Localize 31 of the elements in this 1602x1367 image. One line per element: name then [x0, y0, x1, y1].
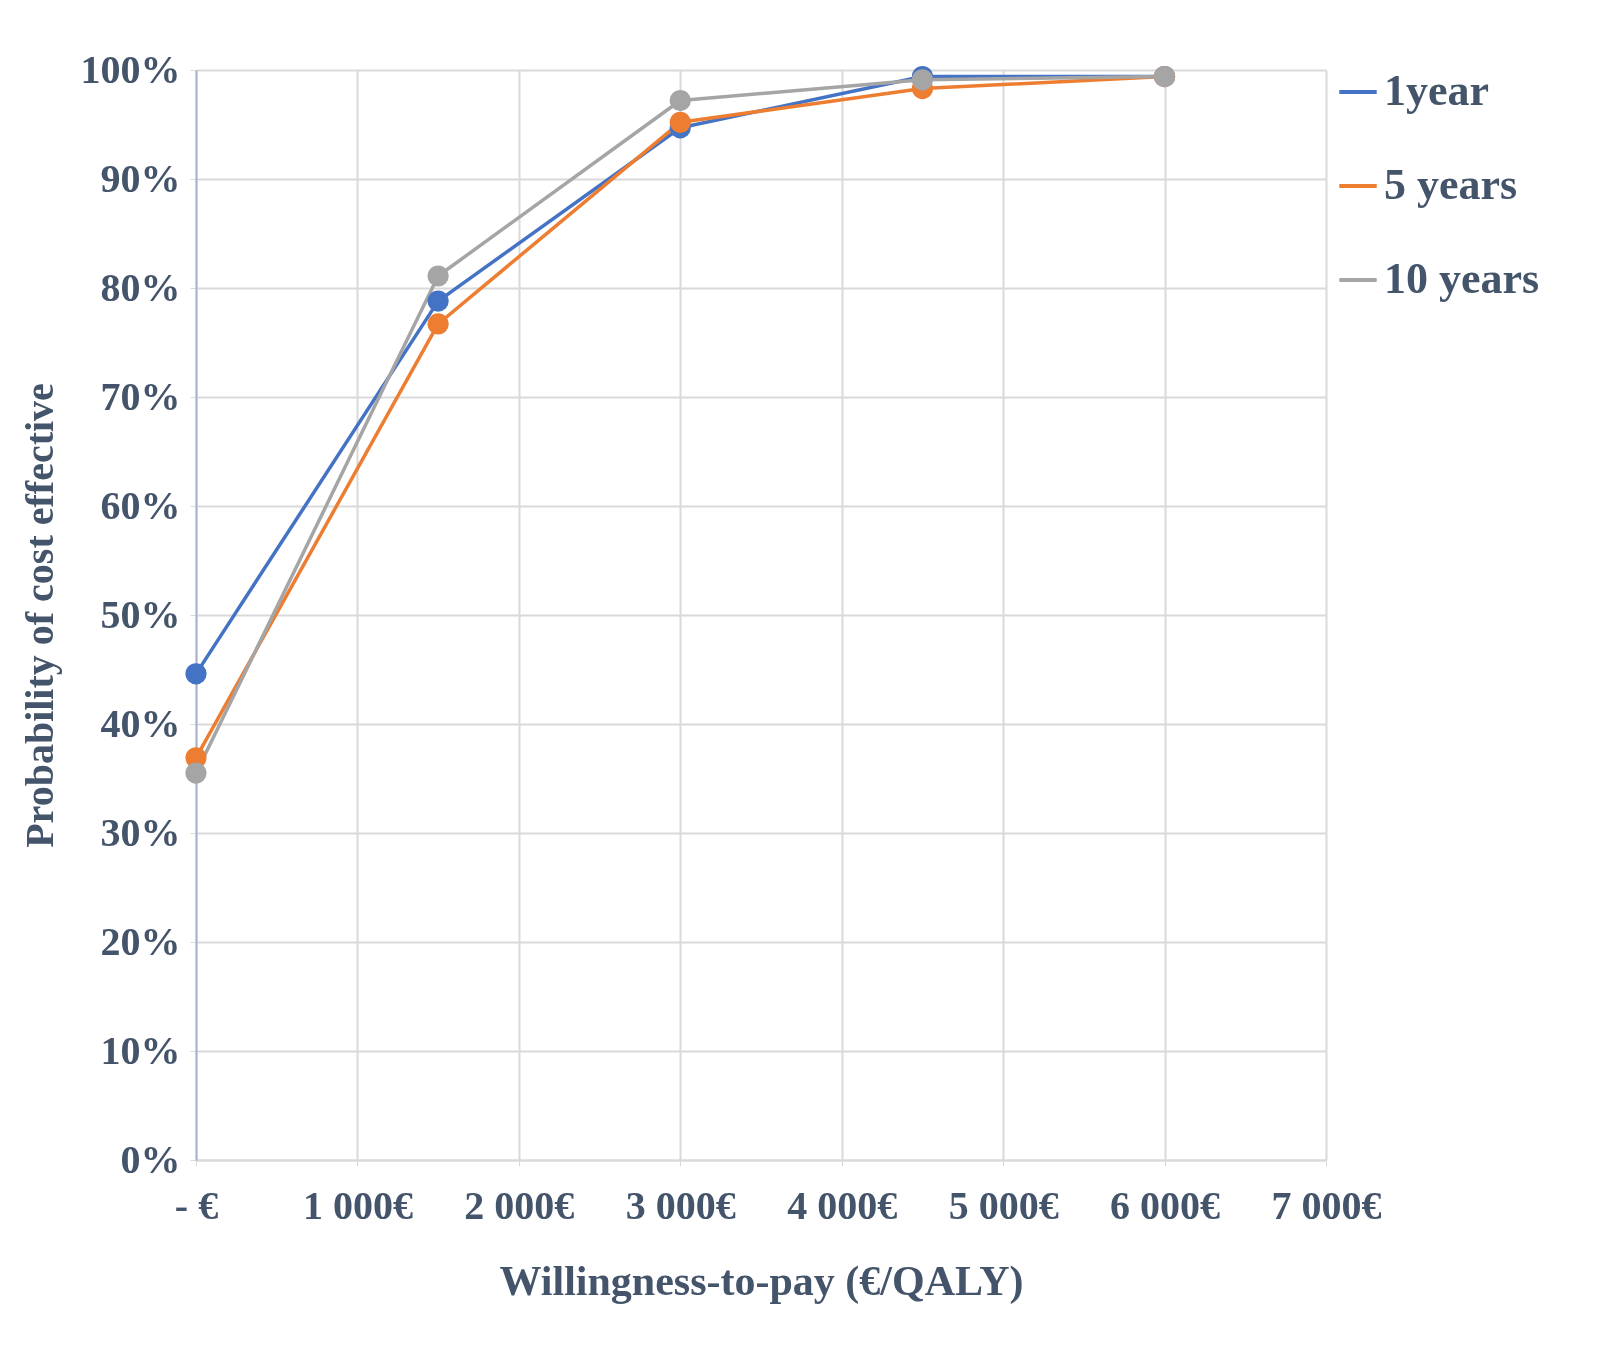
y-tick-label: 60% [100, 482, 181, 528]
x-tick-label: 5 000€ [948, 1182, 1059, 1228]
point [427, 265, 449, 287]
point [427, 290, 449, 312]
y-tick-label: 10% [100, 1027, 181, 1073]
y-tick-label: 20% [100, 918, 181, 964]
y-tick-label: 80% [100, 264, 181, 310]
y-tick-label: 50% [100, 591, 181, 637]
x-tick-label: 1 000€ [302, 1182, 413, 1228]
point [669, 111, 691, 133]
x-tick-label: 2 000€ [464, 1182, 575, 1228]
x-tick-label: - € [174, 1182, 219, 1228]
y-axis-title: Probability of cost effective [16, 383, 62, 848]
x-tick-label: 3 000€ [625, 1182, 736, 1228]
point [185, 663, 207, 685]
y-tick-label: 40% [100, 700, 181, 746]
y-tick-label: 100% [80, 46, 181, 92]
x-axis-title: Willingness-to-pay (€/QALY) [499, 1257, 1024, 1305]
legend-label: 1year [1384, 66, 1490, 115]
x-tick-label: 6 000€ [1110, 1182, 1221, 1228]
y-tick-label: 0% [120, 1136, 181, 1182]
point [669, 89, 691, 112]
point [185, 762, 207, 784]
y-tick-label: 30% [100, 809, 181, 855]
legend-label: 10 years [1384, 254, 1540, 303]
legend-label: 5 years [1384, 160, 1518, 209]
y-tick-label: 90% [100, 155, 181, 201]
x-tick-label: 7 000€ [1271, 1182, 1382, 1228]
point [427, 313, 449, 335]
y-tick-label: 70% [100, 373, 181, 419]
x-tick-label: 4 000€ [787, 1182, 898, 1228]
